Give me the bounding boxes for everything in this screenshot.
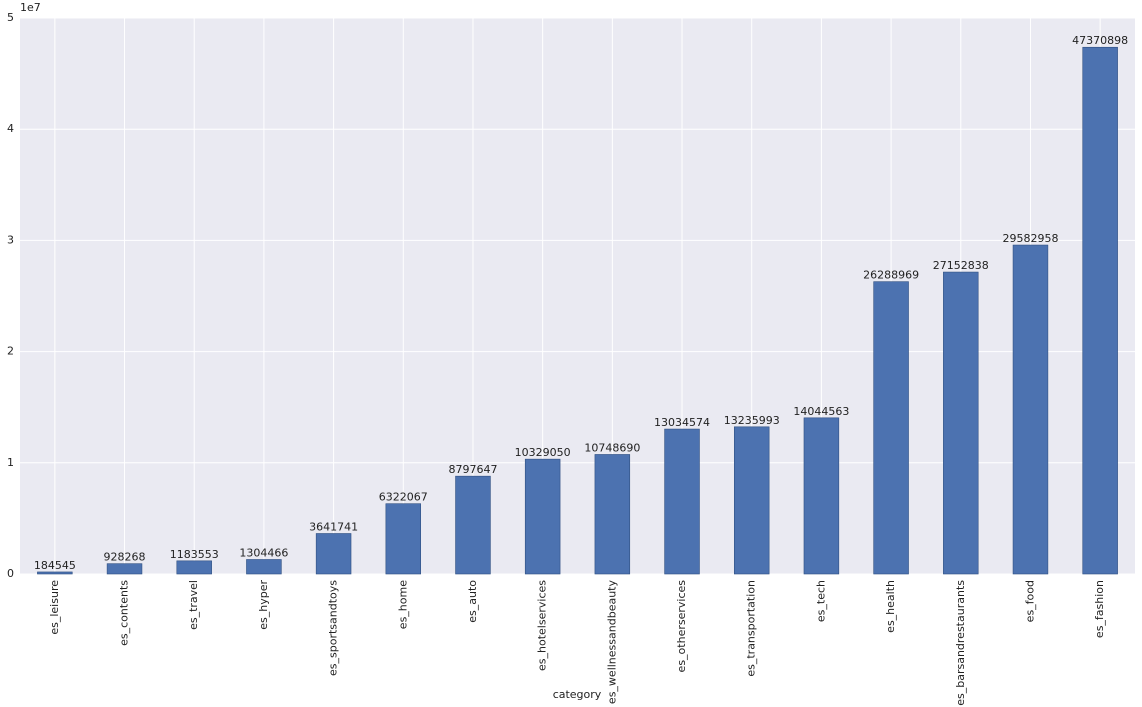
y-tick-label: 3 xyxy=(7,233,14,246)
x-tick-label: es_travel xyxy=(187,580,200,630)
data-label: 1304466 xyxy=(239,546,288,559)
data-label: 184545 xyxy=(34,559,76,572)
bar xyxy=(315,533,352,575)
data-label: 1183553 xyxy=(170,548,219,561)
x-tick-label: es_food xyxy=(1023,580,1036,622)
x-tick-label: es_transportation xyxy=(745,580,758,677)
data-label: 26288969 xyxy=(863,269,919,282)
x-tick-label: es_tech xyxy=(814,580,827,622)
bar xyxy=(455,475,491,575)
bar xyxy=(385,503,422,575)
data-label: 13235993 xyxy=(724,414,780,427)
data-label: 928268 xyxy=(104,551,146,564)
x-tick-label: es_hotelservices xyxy=(536,580,549,671)
bar xyxy=(176,560,212,575)
data-label: 10748690 xyxy=(584,441,640,454)
data-label: 27152838 xyxy=(933,259,989,272)
data-label: 6322067 xyxy=(379,491,428,504)
bar xyxy=(106,563,143,575)
y-tick-label: 2 xyxy=(7,345,14,358)
data-label: 3641741 xyxy=(309,521,358,534)
y-tick-label: 5 xyxy=(7,11,14,24)
bar xyxy=(943,271,979,575)
data-label: 29582958 xyxy=(1002,232,1058,245)
bar xyxy=(1012,244,1049,575)
bar xyxy=(594,454,631,575)
x-tick-label: es_hyper xyxy=(257,580,270,630)
x-tick-label: es_health xyxy=(884,580,897,633)
x-tick-label: es_otherservices xyxy=(675,580,688,673)
x-axis-label: category xyxy=(553,688,602,701)
y-tick-label: 4 xyxy=(7,122,14,135)
y-tick-label: 0 xyxy=(7,567,14,580)
bar xyxy=(1082,46,1118,575)
bar xyxy=(873,281,909,575)
x-tick-label: es_home xyxy=(396,580,409,629)
data-label: 13034574 xyxy=(654,416,710,429)
bar xyxy=(524,458,561,575)
x-tick-label: es_sportsandtoys xyxy=(327,580,340,676)
bar xyxy=(37,571,73,575)
data-label: 47370898 xyxy=(1072,34,1128,47)
bar xyxy=(664,428,700,575)
bar xyxy=(803,417,840,575)
x-tick-label: es_contents xyxy=(118,580,131,646)
x-tick-label: es_wellnessandbeauty xyxy=(605,580,618,705)
data-label: 8797647 xyxy=(448,463,497,476)
x-tick-label: es_leisure xyxy=(48,580,61,635)
data-label: 10329050 xyxy=(515,446,571,459)
data-label: 14044563 xyxy=(793,405,849,418)
x-tick-label: es_barsandrestaurants xyxy=(954,580,967,706)
y-offset-label: 1e7 xyxy=(20,1,41,14)
x-tick-label: es_auto xyxy=(466,580,479,623)
bar xyxy=(246,559,282,575)
bar xyxy=(733,426,770,575)
y-tick-label: 1 xyxy=(7,456,14,469)
x-tick-label: es_fashion xyxy=(1093,580,1106,638)
